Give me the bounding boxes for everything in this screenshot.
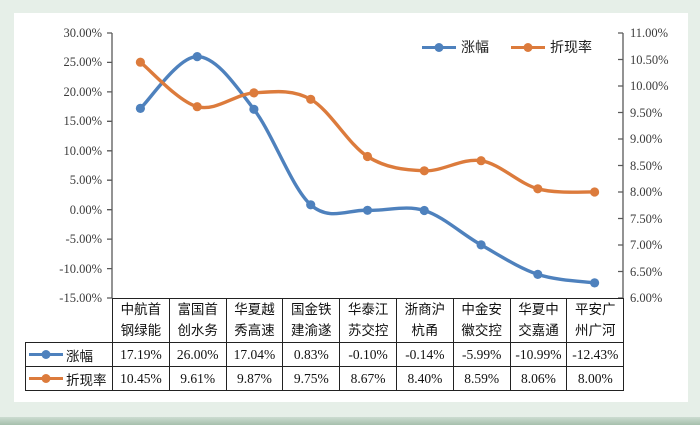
- right-axis-tick-label: 7.50%: [630, 211, 663, 226]
- data-point-0-8: [590, 278, 600, 288]
- table-value-cell: 9.87%: [225, 366, 284, 391]
- table-value-cell: -12.43%: [566, 342, 625, 367]
- table-category-header: 富国首 创水务: [168, 298, 227, 343]
- table-category-header: 国金铁 建渝遂: [282, 298, 341, 343]
- right-axis-tick-label: 11.00%: [630, 26, 669, 40]
- legend-label: 涨幅: [461, 41, 489, 56]
- data-point-1-3: [306, 94, 316, 104]
- data-point-0-1: [192, 52, 202, 62]
- table-corner-cell: [26, 299, 113, 343]
- series-line-1: [138, 60, 597, 194]
- table-category-header: 浙商沪 杭甬: [395, 298, 454, 343]
- legend-marker-icon: [422, 42, 456, 52]
- table-value-cell: 9.75%: [282, 366, 341, 391]
- data-point-1-0: [135, 57, 145, 67]
- right-axis-tick-label: 7.00%: [630, 238, 663, 252]
- right-axis-tick-label: 6.50%: [630, 264, 663, 279]
- data-point-0-2: [249, 104, 259, 114]
- chart-card: 30.00% 25.00% 20.00% 15.00% 10.00% 5.00% 0.00%…: [14, 13, 688, 402]
- table-row: 折现率 10.45% 9.61% 9.87% 9.75% 8.67% 8.40% 8.59% 8…: [25, 366, 625, 391]
- data-point-0-4: [362, 205, 373, 215]
- table-category-header: 华夏中 交嘉通: [509, 298, 568, 343]
- chart-data-table: 中航首 钢绿能 富国首 创水务 华夏越 秀高速 国金铁 建渝遂 华泰江 苏交控 浙商沪 杭…: [25, 298, 625, 391]
- data-point-1-6: [476, 156, 486, 166]
- table-category-header: 中航首 钢绿能: [112, 298, 170, 343]
- table-value-cell: -0.14%: [395, 342, 454, 367]
- table-row: 涨幅 17.19% 26.00% 17.04% 0.83% -0.10% -0.14% -5.…: [25, 342, 625, 367]
- right-axis-tick-label: 8.50%: [630, 158, 663, 173]
- table-row-label-text: 折现率: [66, 372, 107, 388]
- table-category-header: 华泰江 苏交控: [339, 298, 397, 343]
- table-value-cell: 9.61%: [168, 366, 227, 391]
- left-axis-tick-label: 25.00%: [63, 55, 102, 70]
- table-value-cell: 8.06%: [509, 366, 568, 391]
- data-point-0-0: [135, 103, 145, 113]
- left-axis-tick-label: 5.00%: [69, 173, 102, 188]
- left-axis-tick-label: 10.00%: [63, 143, 102, 158]
- table-value-cell: -5.99%: [452, 342, 511, 367]
- data-point-1-4: [362, 151, 373, 162]
- data-point-1-1: [192, 102, 202, 112]
- data-point-0-6: [476, 240, 486, 250]
- right-axis-tick-label: 10.50%: [630, 52, 669, 67]
- series-line-0: [138, 54, 597, 285]
- right-axis-tick-label: 9.50%: [630, 105, 663, 120]
- table-row-label: 涨幅: [25, 342, 113, 367]
- legend-marker-icon: [511, 42, 545, 52]
- right-axis-tick-label: 8.00%: [630, 185, 663, 199]
- table-value-cell: 10.45%: [112, 366, 170, 391]
- left-axis-tick-label: 20.00%: [63, 84, 102, 99]
- left-axis-tick-label: -15.00%: [59, 291, 102, 305]
- table-category-header: 平安广 州广河: [566, 298, 625, 343]
- table-value-cell: 8.40%: [395, 366, 454, 391]
- left-axis-tick-label: -10.00%: [59, 261, 102, 276]
- legend-item-0: 涨幅: [422, 37, 489, 57]
- table-row-label: 折现率: [25, 366, 113, 391]
- axis-lines: [107, 32, 624, 299]
- table-category-header: 华夏越 秀高速: [225, 298, 284, 343]
- right-axis-tick-label: 10.00%: [630, 79, 669, 93]
- table-value-cell: 8.67%: [339, 366, 397, 391]
- table-value-cell: 8.00%: [566, 366, 625, 391]
- table-row-label-text: 涨幅: [66, 348, 93, 364]
- legend-item-1: 折现率: [511, 37, 592, 57]
- bottom-strip: [0, 417, 700, 425]
- data-point-0-5: [419, 205, 429, 216]
- table-value-cell: 0.83%: [282, 342, 341, 367]
- data-point-1-5: [419, 166, 429, 176]
- chart-legend: 涨幅 折现率: [422, 37, 592, 57]
- left-axis-tick-label: 15.00%: [63, 114, 102, 129]
- table-value-cell: 8.59%: [452, 366, 511, 391]
- table-value-cell: 26.00%: [168, 342, 227, 367]
- data-point-1-2: [249, 88, 259, 98]
- right-axis-tick-label: 6.00%: [630, 291, 663, 305]
- data-point-0-7: [533, 269, 543, 279]
- data-point-0-3: [306, 200, 316, 210]
- left-axis-tick-label: 0.00%: [69, 202, 102, 217]
- table-category-header: 中金安 徽交控: [452, 298, 511, 343]
- table-value-cell: 17.19%: [112, 342, 170, 367]
- legend-marker-icon: [29, 374, 63, 383]
- data-point-1-7: [533, 184, 543, 194]
- legend-label: 折现率: [550, 41, 592, 56]
- line-chart-plot: [107, 32, 624, 299]
- data-point-1-8: [590, 187, 600, 197]
- table-value-cell: -0.10%: [339, 342, 397, 367]
- right-axis-tick-label: 9.00%: [630, 132, 663, 146]
- left-axis-tick-label: 30.00%: [63, 26, 102, 40]
- legend-marker-icon: [29, 350, 63, 359]
- table-value-cell: 17.04%: [225, 342, 284, 367]
- table-value-cell: -10.99%: [509, 342, 568, 367]
- left-axis-tick-label: -5.00%: [65, 232, 102, 247]
